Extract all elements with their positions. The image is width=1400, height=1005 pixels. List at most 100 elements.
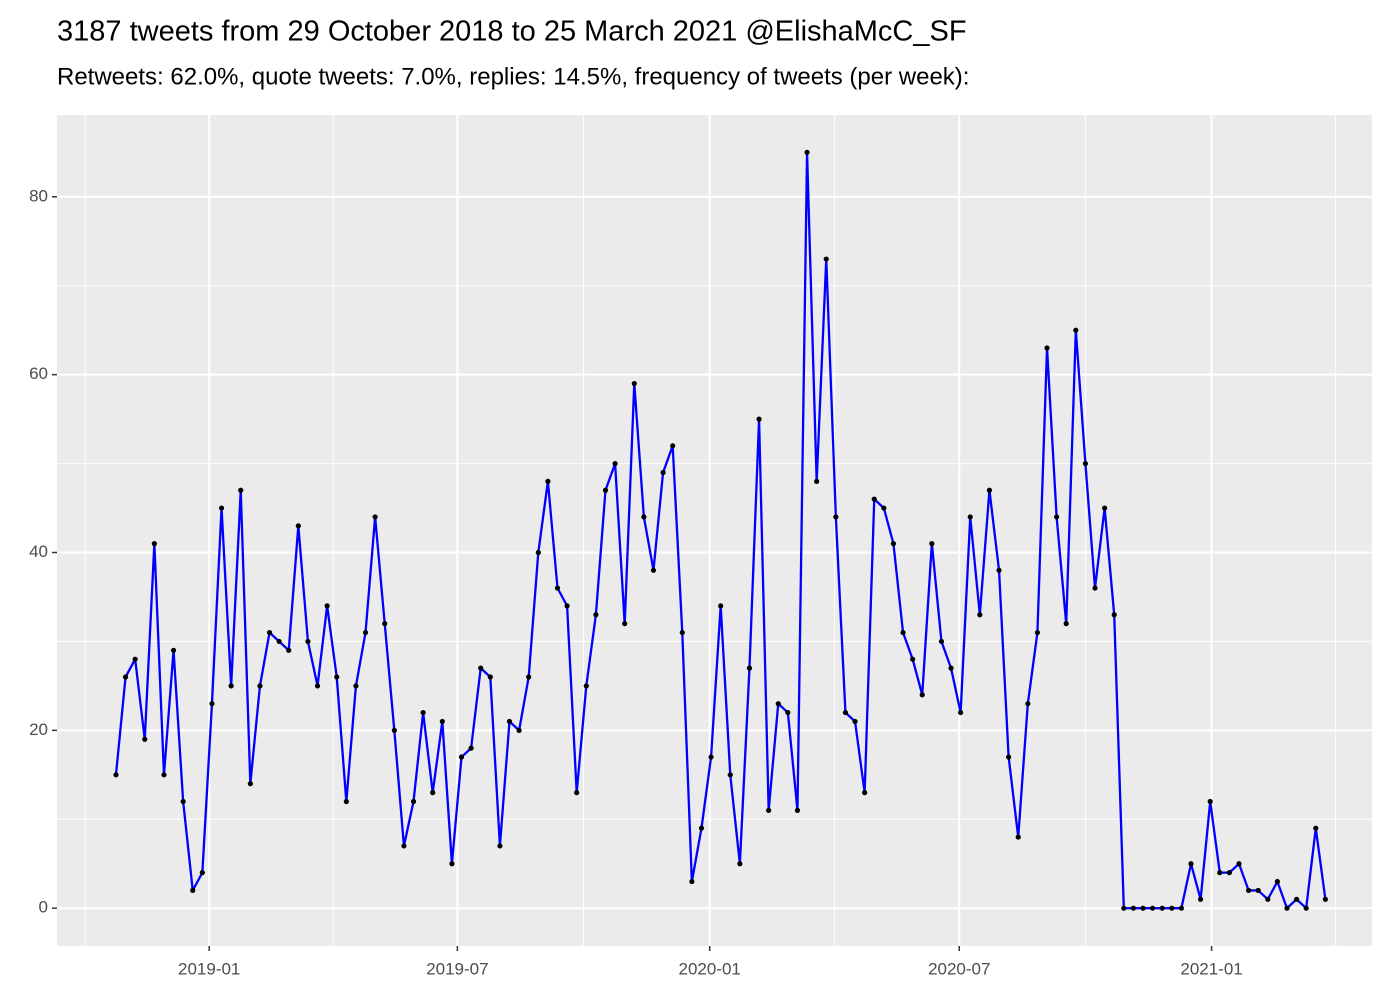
data-point <box>1255 887 1261 894</box>
data-point <box>190 887 196 894</box>
data-point <box>449 861 455 867</box>
data-point <box>1025 701 1031 707</box>
data-point <box>1188 861 1194 867</box>
data-point <box>372 514 378 520</box>
plot-panel <box>57 115 1372 946</box>
data-point <box>1284 905 1290 911</box>
data-point <box>1034 629 1041 636</box>
data-point <box>1293 896 1300 902</box>
chart-subtitle: Retweets: 62.0%, quote tweets: 7.0%, rep… <box>57 63 969 90</box>
y-tick-label: 80 <box>29 186 48 205</box>
chart-title: 3187 tweets from 29 October 2018 to 25 M… <box>57 16 967 48</box>
data-point <box>842 709 849 716</box>
data-point <box>756 416 762 422</box>
y-tick-label: 40 <box>29 542 48 561</box>
data-point <box>343 798 349 805</box>
data-point <box>986 487 993 493</box>
data-point <box>823 256 829 262</box>
data-point <box>334 674 340 680</box>
data-point <box>689 878 695 885</box>
data-point <box>151 541 157 547</box>
data-point <box>122 674 129 680</box>
data-point <box>468 745 474 751</box>
data-point <box>900 629 906 636</box>
data-point <box>487 674 493 680</box>
data-point <box>161 772 167 778</box>
data-point <box>910 656 916 662</box>
data-point <box>1169 905 1175 911</box>
data-point <box>1111 612 1117 618</box>
data-point <box>881 505 887 511</box>
data-point <box>1178 905 1185 911</box>
y-tick-label: 60 <box>29 364 48 383</box>
data-point <box>1197 896 1204 902</box>
data-point <box>564 603 570 609</box>
data-point <box>497 843 503 849</box>
data-point <box>1245 887 1252 894</box>
data-point <box>660 469 666 476</box>
data-point <box>967 514 973 520</box>
data-point <box>650 567 657 573</box>
data-point <box>516 727 522 733</box>
data-point <box>708 754 714 760</box>
data-point <box>458 754 465 760</box>
data-point <box>852 718 858 725</box>
data-point <box>641 514 647 520</box>
data-point <box>996 567 1002 573</box>
data-point <box>871 496 877 502</box>
data-point <box>679 629 685 636</box>
data-point <box>1015 834 1021 840</box>
data-point <box>266 629 273 636</box>
data-point <box>718 603 724 609</box>
data-point <box>1226 870 1232 876</box>
data-point <box>737 861 743 867</box>
data-point <box>1207 798 1213 805</box>
data-point <box>401 843 407 849</box>
data-point <box>257 683 263 689</box>
data-point <box>362 629 369 636</box>
data-point <box>218 505 225 511</box>
data-point <box>698 825 705 831</box>
data-point <box>1150 905 1156 911</box>
data-point <box>977 612 983 618</box>
data-point <box>391 727 397 733</box>
data-point <box>410 798 417 805</box>
data-point <box>276 638 282 645</box>
data-point <box>1274 878 1280 885</box>
data-point <box>1265 896 1271 902</box>
data-point <box>132 656 138 662</box>
data-point <box>506 718 513 725</box>
data-point <box>113 772 119 778</box>
data-point <box>938 638 945 645</box>
data-point <box>247 781 253 787</box>
data-point <box>295 523 301 529</box>
data-point <box>199 870 205 876</box>
data-point <box>478 665 484 671</box>
data-point <box>209 701 215 707</box>
data-point <box>890 541 897 547</box>
data-point <box>228 683 234 689</box>
data-point <box>833 514 839 520</box>
data-point <box>574 790 580 796</box>
data-point <box>1217 870 1223 876</box>
data-point <box>929 541 935 547</box>
data-point <box>727 772 733 778</box>
data-point <box>1140 905 1146 911</box>
data-point <box>430 790 436 796</box>
data-point <box>746 665 753 671</box>
data-point <box>775 701 781 707</box>
data-point <box>593 612 599 618</box>
data-point <box>1236 861 1242 867</box>
data-point <box>238 487 244 493</box>
data-point <box>1054 514 1060 520</box>
data-point <box>1044 345 1050 351</box>
data-point <box>1303 905 1309 911</box>
data-point <box>670 443 676 449</box>
data-point <box>545 478 551 484</box>
data-point <box>958 709 964 716</box>
data-point <box>794 807 801 813</box>
data-point <box>439 718 445 725</box>
data-point <box>1121 905 1127 911</box>
data-point <box>814 478 820 484</box>
